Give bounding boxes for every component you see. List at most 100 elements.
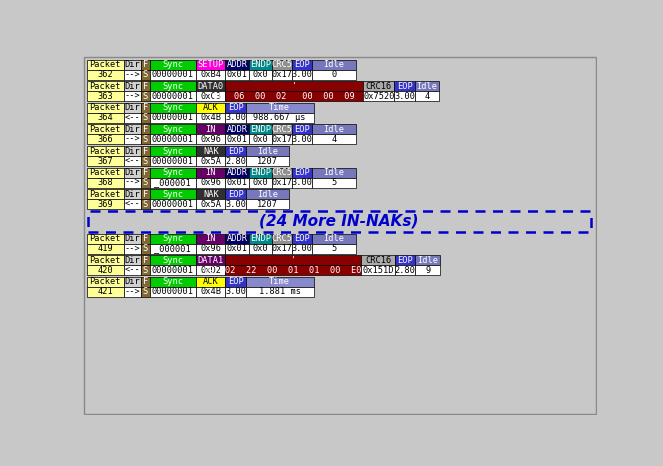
Text: 0x0: 0x0	[253, 178, 269, 187]
Text: 364: 364	[97, 113, 113, 123]
Bar	[150, 60, 196, 70]
Text: 0x0: 0x0	[253, 135, 269, 144]
Text: EOP: EOP	[227, 146, 243, 156]
Bar	[124, 277, 141, 287]
Bar	[196, 91, 225, 101]
Bar	[225, 244, 249, 254]
Text: Dir: Dir	[125, 103, 141, 112]
Text: 3.00: 3.00	[292, 244, 313, 254]
Text: F: F	[143, 103, 148, 112]
Text: Time: Time	[269, 277, 290, 287]
Text: Dir: Dir	[125, 125, 141, 134]
Bar	[150, 277, 196, 287]
Bar	[87, 146, 124, 156]
Bar	[272, 234, 292, 244]
Bar	[124, 70, 141, 80]
Text: CRC16: CRC16	[365, 256, 391, 265]
Text: 0x5A: 0x5A	[200, 199, 221, 209]
Text: -->: -->	[125, 135, 141, 144]
Bar	[196, 135, 225, 144]
Bar	[394, 91, 414, 101]
Bar	[141, 255, 150, 265]
Text: F: F	[143, 60, 148, 69]
Bar	[87, 199, 124, 209]
Bar	[312, 244, 355, 254]
Text: Packet: Packet	[90, 256, 121, 265]
Bar	[141, 287, 150, 297]
Text: 420: 420	[97, 266, 113, 275]
Text: 0x4B: 0x4B	[200, 288, 221, 296]
Bar	[150, 135, 196, 144]
Bar	[249, 124, 272, 135]
Bar	[272, 168, 292, 178]
Text: EOP: EOP	[227, 277, 243, 287]
Bar	[272, 135, 292, 144]
Text: CRC5: CRC5	[272, 234, 292, 243]
Bar	[196, 199, 225, 209]
Text: ENDP: ENDP	[250, 125, 271, 134]
Text: 00000001: 00000001	[152, 199, 194, 209]
Text: 0x96: 0x96	[200, 244, 221, 254]
Text: S: S	[143, 266, 148, 275]
Text: EOP: EOP	[227, 103, 243, 112]
Bar	[245, 113, 314, 123]
Text: 3.00: 3.00	[225, 288, 246, 296]
Text: Sync: Sync	[162, 82, 183, 91]
Text: S: S	[143, 178, 148, 187]
Bar	[414, 82, 440, 91]
Text: ': '	[290, 256, 296, 265]
Bar	[124, 146, 141, 156]
Text: 0x01: 0x01	[227, 244, 247, 254]
Bar	[141, 91, 150, 101]
Bar	[249, 60, 272, 70]
Bar	[124, 135, 141, 144]
Text: 0xC3: 0xC3	[200, 92, 221, 101]
Text: ENDP: ENDP	[250, 234, 271, 243]
Text: 988.667 μs: 988.667 μs	[253, 113, 306, 123]
Bar	[87, 265, 124, 275]
Text: 367: 367	[97, 157, 113, 165]
Bar	[141, 189, 150, 199]
Bar	[225, 178, 249, 188]
Text: Sync: Sync	[162, 146, 183, 156]
Bar	[150, 199, 196, 209]
Text: F: F	[143, 168, 148, 177]
Text: 00000001: 00000001	[152, 113, 194, 123]
Text: 00000001: 00000001	[152, 135, 194, 144]
Text: F: F	[143, 256, 148, 265]
Text: Idle: Idle	[324, 234, 345, 243]
Text: EOP: EOP	[294, 168, 310, 177]
Text: ACK: ACK	[203, 277, 219, 287]
Bar	[395, 265, 415, 275]
Text: EOP: EOP	[294, 60, 310, 69]
Bar	[312, 178, 355, 188]
Text: F: F	[143, 234, 148, 243]
Bar	[225, 234, 249, 244]
Bar	[150, 82, 196, 91]
Text: ADDR: ADDR	[227, 60, 247, 69]
Bar	[124, 178, 141, 188]
Text: 00000001: 00000001	[152, 92, 194, 101]
Bar	[141, 234, 150, 244]
Text: S: S	[143, 92, 148, 101]
Text: F: F	[143, 190, 148, 199]
Bar	[124, 103, 141, 113]
Bar	[292, 135, 312, 144]
Text: DATA1: DATA1	[198, 256, 224, 265]
Bar	[87, 124, 124, 135]
Bar	[196, 287, 225, 297]
Text: Sync: Sync	[162, 60, 183, 69]
Text: Sync: Sync	[162, 125, 183, 134]
Text: CRC16: CRC16	[366, 82, 392, 91]
Text: 1.881 ms: 1.881 ms	[259, 288, 301, 296]
Text: Sync: Sync	[162, 103, 183, 112]
Text: 5: 5	[332, 178, 337, 187]
Bar	[225, 103, 245, 113]
Bar	[124, 168, 141, 178]
Bar	[141, 277, 150, 287]
Text: CRC5: CRC5	[272, 60, 292, 69]
Bar	[150, 91, 196, 101]
Bar	[272, 244, 292, 254]
Text: 1207: 1207	[257, 199, 278, 209]
Bar	[141, 70, 150, 80]
